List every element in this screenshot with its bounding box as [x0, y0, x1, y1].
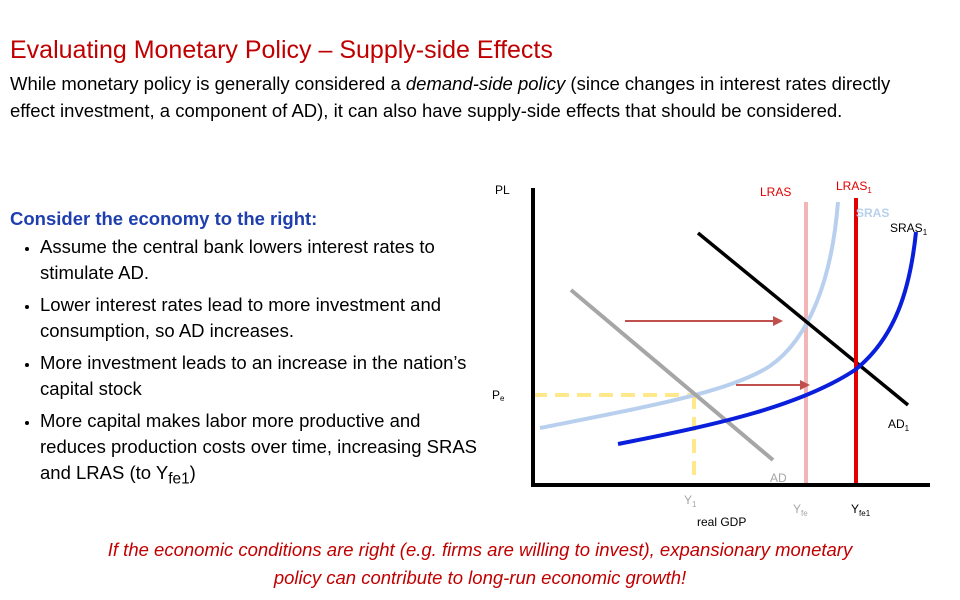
bullet-text: More capital makes labor more productive… [40, 410, 478, 483]
ad-label: AD [770, 471, 787, 485]
conclusion-text: If the economic conditions are right (e.… [0, 536, 960, 592]
sras1-label: SRAS1 [890, 221, 928, 237]
y-axis-label: PL [495, 183, 510, 197]
ad-as-diagram: PL real GDP Pe LRAS LRAS1 SRAS SRAS1 AD … [492, 179, 930, 529]
bullet-item: Lower interest rates lead to more invest… [40, 292, 490, 344]
sras-curve [539, 201, 840, 430]
shift-arrow [736, 380, 810, 390]
bullet-subscript: fe1 [168, 470, 190, 488]
lras1-label: LRAS1 [836, 179, 872, 195]
yfe1-label: Yfe1 [851, 502, 871, 518]
intro-paragraph: While monetary policy is generally consi… [10, 70, 940, 124]
intro-text-after: (since changes in interest rates directl… [10, 73, 891, 121]
pe-label: Pe [492, 388, 505, 403]
bullet-item: Assume the central bank lowers interest … [40, 234, 490, 286]
shift-arrow [625, 316, 783, 326]
ad-curve [569, 288, 775, 462]
intro-emphasis: demand-side policy [405, 73, 566, 94]
consider-heading: Consider the economy to the right: [10, 208, 318, 229]
conclusion-line-2: policy can contribute to long-run econom… [273, 567, 687, 588]
sras1-curve [617, 231, 918, 446]
conclusion-line-1: If the economic conditions are right (e.… [107, 539, 853, 560]
bullet-item: More investment leads to an increase in … [40, 350, 490, 402]
bullet-list: Assume the central bank lowers interest … [10, 234, 490, 493]
sras-label: SRAS [856, 206, 889, 220]
intro-text-before: While monetary policy is generally consi… [10, 73, 406, 94]
bullet-item: More capital makes labor more productive… [40, 408, 490, 493]
lras-label: LRAS [760, 185, 791, 199]
yfe-label: Yfe [793, 502, 808, 518]
slide-title: Evaluating Monetary Policy – Supply-side… [10, 36, 553, 64]
bullet-tail: ) [189, 462, 196, 483]
y1-label: Y1 [684, 493, 697, 509]
x-axis-label: real GDP [697, 515, 746, 529]
ad1-curve [696, 231, 910, 407]
ad1-label: AD1 [888, 417, 910, 433]
consider-section: Consider the economy to the right: Assum… [10, 206, 490, 499]
